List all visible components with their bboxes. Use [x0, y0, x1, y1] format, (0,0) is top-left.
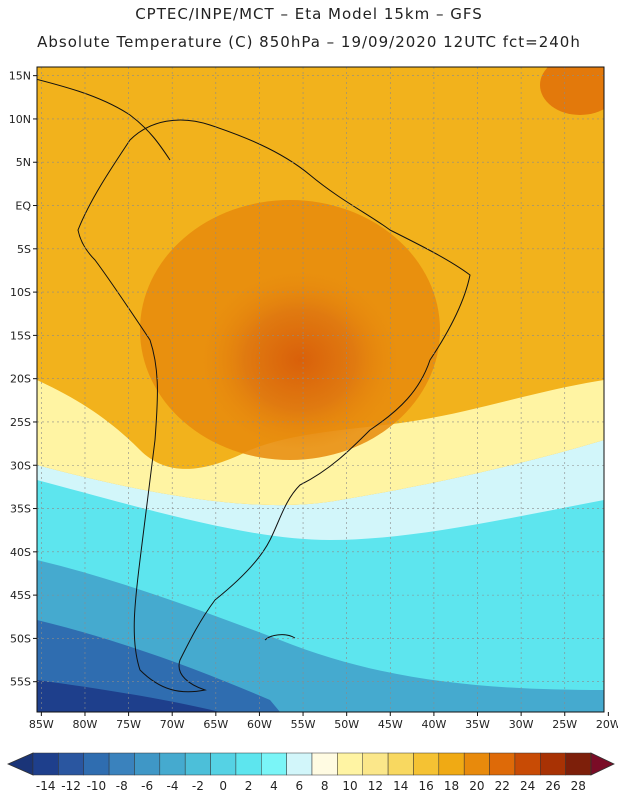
colorbar-swatch — [184, 752, 211, 776]
band-minus-14 — [37, 680, 220, 712]
lat-label: 5N — [16, 156, 31, 169]
map-title-line-1: CPTEC/INPE/MCT – Eta Model 15km – GFS — [135, 5, 483, 23]
lat-label: 10S — [10, 286, 31, 299]
lat-label: 15S — [10, 329, 31, 342]
colorbar-swatch — [565, 752, 592, 776]
colorbar-label: 22 — [495, 779, 510, 793]
falklands-coast — [264, 634, 296, 641]
lon-label: 65W — [203, 718, 228, 731]
lon-label: 20W — [596, 718, 618, 731]
colorbar-swatch — [32, 752, 59, 776]
colorbar-swatch — [413, 752, 440, 776]
colorbar-swatch — [108, 752, 135, 776]
colorbar-swatch — [210, 752, 237, 776]
colorbar-label: -14 — [36, 779, 56, 793]
lat-label: 10N — [9, 113, 31, 126]
lat-label: 20S — [10, 373, 31, 386]
colorbar-label: 10 — [342, 779, 357, 793]
colorbar-label: -4 — [167, 779, 179, 793]
lat-label: EQ — [15, 200, 31, 213]
colorbar-swatch — [311, 752, 338, 776]
lon-label: 80W — [73, 718, 98, 731]
colorbar-swatch — [286, 752, 313, 776]
map-frame — [36, 66, 605, 713]
central-america-coast — [37, 78, 171, 161]
south-america-coast — [77, 119, 471, 693]
colorbar-swatch — [387, 752, 414, 776]
colorbar-label: -10 — [87, 779, 107, 793]
latitude-labels: 15N 10N 5N EQ 5S 10S 15S 20S 25S 30S 35S 40S 45S 50S 5… — [9, 70, 37, 689]
lat-label: 15N — [9, 70, 31, 83]
lon-label: 85W — [29, 718, 54, 731]
colorbar-swatch — [489, 752, 516, 776]
colorbar-under-arrow — [7, 752, 34, 776]
colorbar-label: -6 — [141, 779, 153, 793]
colorbar-label: 4 — [270, 779, 278, 793]
colorbar-swatch — [463, 752, 490, 776]
longitude-labels: 85W 80W 75W 70W 65W 60W 55W 50W 45W 40W 35W 30W 25W 2… — [29, 712, 618, 731]
lon-label: 50W — [334, 718, 359, 731]
colorbar-swatch — [134, 752, 161, 776]
coastlines — [37, 78, 471, 693]
colorbar: -14 -12 -10 -8 -6 -4 -2 0 2 4 6 8 10 12 14 16 18 20 22 24 26… — [7, 752, 615, 793]
hot-spot-north-east — [540, 67, 604, 115]
colorbar-label: -12 — [61, 779, 81, 793]
colorbar-label: 12 — [368, 779, 383, 793]
colorbar-swatch — [235, 752, 262, 776]
lat-label: 35S — [10, 503, 31, 516]
lon-label: 25W — [552, 718, 577, 731]
colorbar-label: 14 — [393, 779, 408, 793]
colorbar-label: 20 — [469, 779, 484, 793]
lat-label: 25S — [10, 416, 31, 429]
lat-label: 55S — [10, 676, 31, 689]
colorbar-swatch — [159, 752, 186, 776]
lon-label: 35W — [465, 718, 490, 731]
lon-label: 30W — [509, 718, 534, 731]
temperature-field — [37, 67, 604, 712]
colorbar-label: 0 — [219, 779, 227, 793]
colorbar-label: 16 — [418, 779, 433, 793]
colorbar-swatch — [83, 752, 110, 776]
colorbar-swatch — [58, 752, 84, 776]
colorbar-swatch — [438, 752, 465, 776]
colorbar-swatch — [337, 752, 363, 776]
colorbar-label: 24 — [520, 779, 535, 793]
colorbar-swatch — [362, 752, 389, 776]
map-title-line-2: Absolute Temperature (C) 850hPa – 19/09/… — [37, 33, 581, 51]
colorbar-swatch — [540, 752, 566, 776]
lon-label: 45W — [378, 718, 403, 731]
colorbar-label: 6 — [295, 779, 303, 793]
lat-label: 45S — [10, 589, 31, 602]
lat-label: 40S — [10, 546, 31, 559]
colorbar-label: 8 — [321, 779, 329, 793]
colorbar-label: 26 — [545, 779, 560, 793]
colorbar-label: -2 — [192, 779, 204, 793]
colorbar-label: 28 — [571, 779, 586, 793]
lon-label: 70W — [160, 718, 185, 731]
colorbar-over-arrow — [590, 752, 615, 776]
lon-label: 40W — [421, 718, 446, 731]
colorbar-label: -8 — [116, 779, 128, 793]
colorbar-label: 2 — [245, 779, 253, 793]
lat-label: 50S — [10, 632, 31, 645]
lon-label: 75W — [116, 718, 141, 731]
lat-label: 5S — [17, 243, 31, 256]
lon-label: 55W — [291, 718, 316, 731]
colorbar-swatch — [514, 752, 541, 776]
core-22 — [200, 270, 400, 450]
colorbar-label: 18 — [444, 779, 459, 793]
colorbar-swatch — [261, 752, 287, 776]
lat-label: 30S — [10, 459, 31, 472]
lon-label: 60W — [247, 718, 272, 731]
